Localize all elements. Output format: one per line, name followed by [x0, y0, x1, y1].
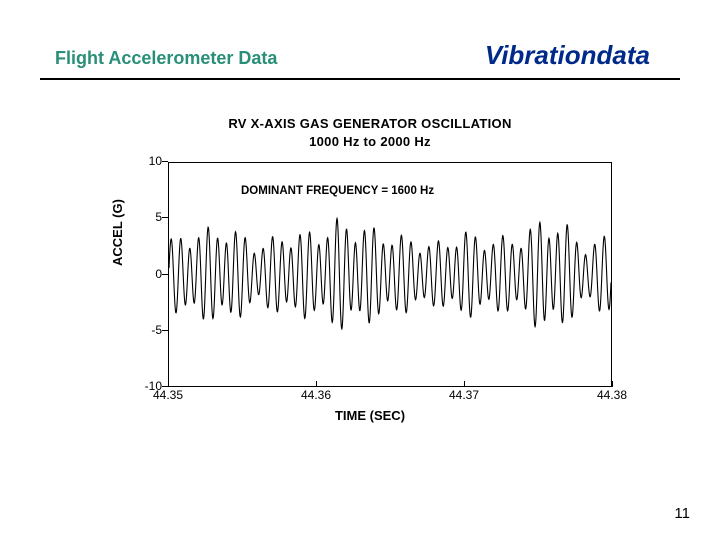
plot-container: RV X-AXIS GAS GENERATOR OSCILLATION 1000…	[120, 115, 620, 416]
y-tick: 5	[120, 210, 162, 224]
brand-title: Vibrationdata	[485, 40, 650, 71]
slide-title: Flight Accelerometer Data	[55, 48, 277, 69]
y-tick: -5	[120, 323, 162, 337]
y-axis-label: ACCEL (G)	[110, 199, 125, 266]
y-tick: 0	[120, 267, 162, 281]
x-tick: 44.37	[449, 388, 479, 402]
slide: Flight Accelerometer Data Vibrationdata …	[0, 0, 720, 540]
page-number: 11	[674, 505, 690, 522]
plot-area: ACCEL (G) DOMINANT FREQUENCY = 1600 Hz -…	[120, 156, 620, 416]
annotation-text: DOMINANT FREQUENCY = 1600 Hz	[241, 185, 434, 197]
y-tick: 10	[120, 154, 162, 168]
plot-title-line1: RV X-AXIS GAS GENERATOR OSCILLATION	[228, 116, 511, 131]
x-tick: 44.35	[153, 388, 183, 402]
plot-title-line2: 1000 Hz to 2000 Hz	[309, 134, 431, 149]
x-tick: 44.36	[301, 388, 331, 402]
header-rule	[40, 78, 680, 80]
x-axis-label: TIME (SEC)	[120, 408, 620, 423]
plot-box: DOMINANT FREQUENCY = 1600 Hz	[168, 162, 612, 387]
x-tick: 44.38	[597, 388, 627, 402]
plot-title: RV X-AXIS GAS GENERATOR OSCILLATION 1000…	[120, 115, 620, 150]
